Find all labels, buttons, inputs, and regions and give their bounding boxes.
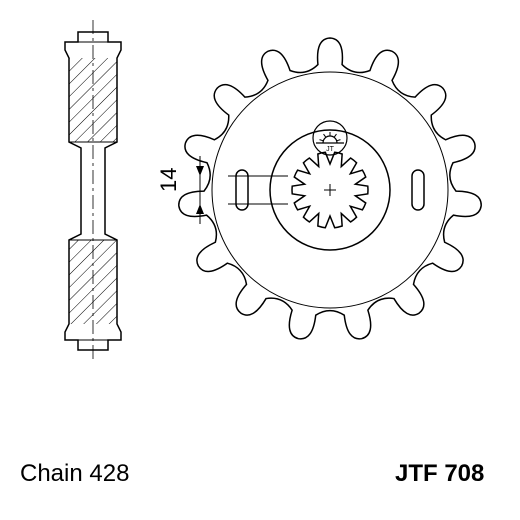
diagram-container: JT Chain 428 JTF 708 14: [0, 0, 520, 520]
diagram-svg: JT: [0, 0, 520, 520]
chain-label: Chain 428: [20, 460, 129, 488]
part-number-label: JTF 708: [395, 460, 484, 488]
side-view: [65, 20, 121, 362]
dimension-value: 14: [156, 168, 182, 192]
svg-text:JT: JT: [326, 146, 335, 153]
sprocket-front-view: JT: [179, 38, 481, 339]
